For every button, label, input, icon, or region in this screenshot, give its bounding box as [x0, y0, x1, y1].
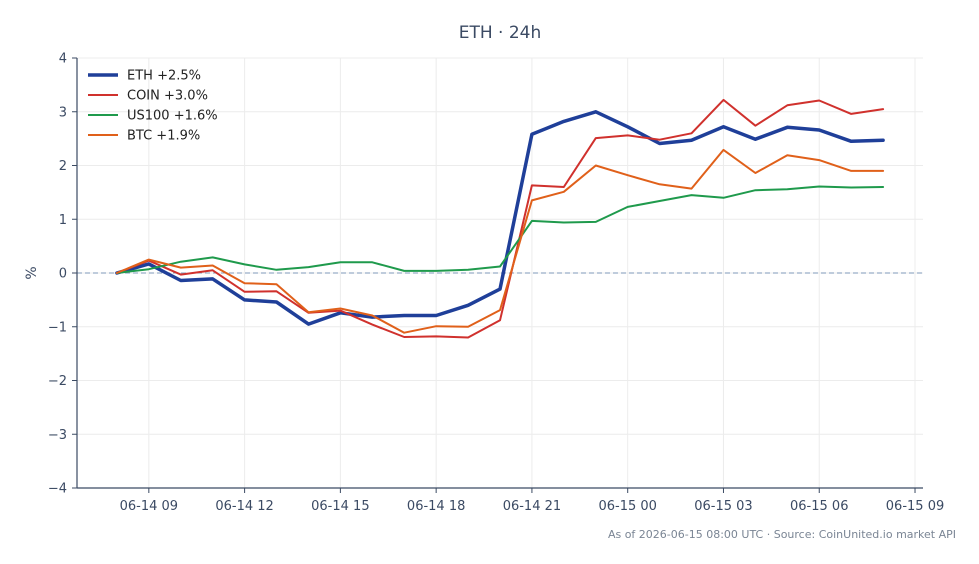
series-line-1 — [115, 98, 885, 339]
x-tick-label: 06-14 21 — [503, 499, 561, 514]
chart-title: ETH · 24h — [459, 23, 542, 43]
legend-label: US100 +1.6% — [127, 109, 218, 124]
x-axis-ticks: 06-14 09 06-14 12 06-14 15 06-14 18 06-14 21… — [120, 488, 944, 514]
y-tick-label: −3 — [48, 428, 67, 443]
series-line-2 — [115, 185, 885, 274]
x-tick-label: 06-14 09 — [120, 499, 178, 514]
y-tick-label: 1 — [59, 213, 67, 228]
y-axis-label: % — [24, 266, 40, 279]
grid — [77, 57, 923, 489]
legend: ETH +2.5% COIN +3.0% US100 +1.6% BTC +1.9% — [88, 69, 218, 144]
y-tick-label: 0 — [59, 267, 67, 282]
x-tick-label: 06-15 06 — [790, 499, 848, 514]
y-axis-ticks: 4 3 2 1 0 −1 −2 −3 −4 — [48, 52, 77, 497]
legend-label: COIN +3.0% — [127, 89, 208, 104]
legend-label: ETH +2.5% — [127, 69, 201, 84]
y-tick-label: −4 — [48, 482, 67, 497]
x-tick-label: 06-14 18 — [407, 499, 465, 514]
y-tick-label: −1 — [48, 320, 67, 335]
series-lines — [115, 98, 885, 339]
series-line-3 — [115, 148, 885, 334]
x-tick-label: 06-15 00 — [598, 499, 656, 514]
y-tick-label: 2 — [59, 159, 67, 174]
legend-label: BTC +1.9% — [127, 129, 200, 144]
y-tick-label: −2 — [48, 374, 67, 389]
y-tick-label: 4 — [59, 52, 67, 67]
x-tick-label: 06-15 03 — [694, 499, 752, 514]
x-tick-label: 06-15 09 — [886, 499, 944, 514]
x-tick-label: 06-14 15 — [311, 499, 369, 514]
x-tick-label: 06-14 12 — [215, 499, 273, 514]
series-line-0 — [115, 110, 885, 326]
footer-note: As of 2026-06-15 08:00 UTC · Source: Coi… — [608, 528, 956, 541]
y-tick-label: 3 — [59, 105, 67, 120]
